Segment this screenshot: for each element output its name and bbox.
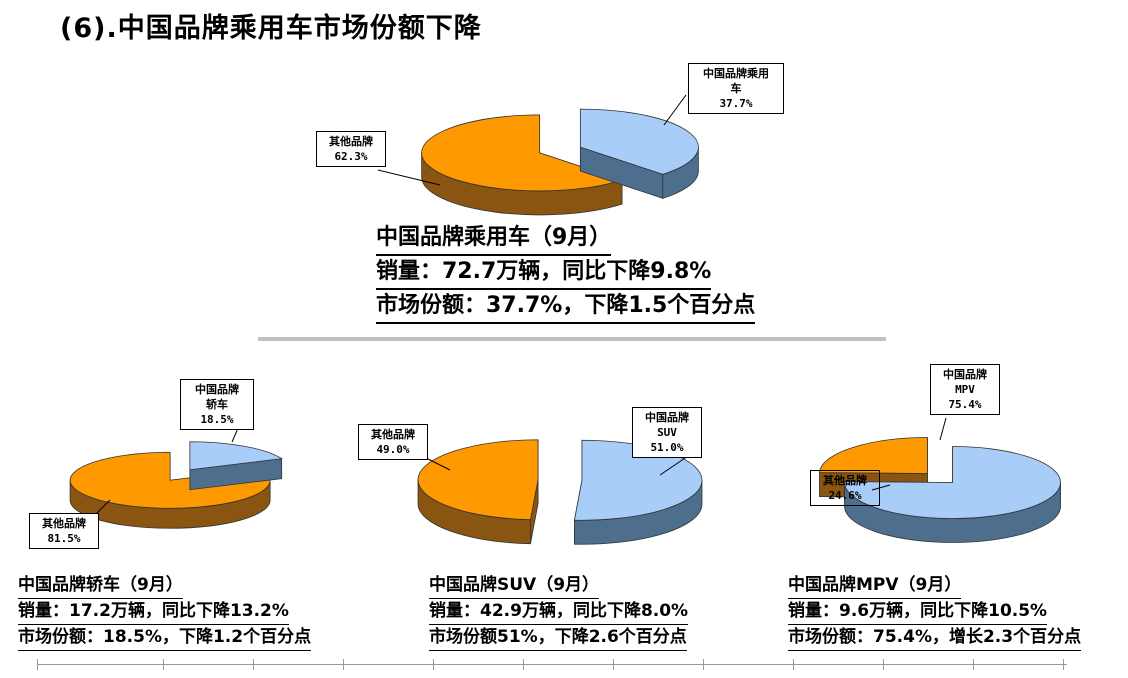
leader-line: [663, 94, 687, 126]
label-line: 其他品牌: [823, 474, 867, 487]
label-passenger-other: 其他品牌 62.3%: [316, 131, 386, 167]
slice-suv-other-top: [417, 439, 539, 521]
caption-title: 中国品牌SUV（9月）: [429, 573, 600, 599]
caption-suv: 中国品牌SUV（9月） 销量：42.9万辆，同比下降8.0% 市场份额51%，下…: [429, 573, 689, 651]
caption-sales: 销量：72.7万辆，同比下降9.8%: [376, 256, 712, 290]
label-line: 其他品牌: [42, 517, 86, 530]
caption-share: 市场份额：37.7%，下降1.5个百分点: [376, 290, 756, 324]
slice-mpv-china-top: [844, 446, 1061, 519]
label-line: 中国品牌乘用: [703, 67, 769, 80]
label-suv-other: 其他品牌 49.0%: [358, 424, 428, 460]
label-line: 车: [730, 82, 742, 95]
axis-tick: [883, 659, 884, 670]
caption-title: 中国品牌轿车（9月）: [18, 573, 183, 599]
label-value: 24.6%: [828, 489, 862, 502]
caption-title: 中国品牌MPV（9月）: [788, 573, 962, 599]
label-value: 51.0%: [650, 441, 684, 454]
label-value: 81.5%: [47, 532, 81, 545]
slice-mpv-other-top: [819, 437, 928, 474]
caption-passenger: 中国品牌乘用车（9月） 销量：72.7万辆，同比下降9.8% 市场份额：37.7…: [376, 222, 756, 324]
slice-sedan-other-top: [69, 451, 271, 509]
leader-line: [939, 417, 947, 441]
label-value: 18.5%: [200, 413, 234, 426]
axis-tick: [253, 659, 254, 670]
slice-mpv-china: [844, 446, 1061, 543]
label-passenger-china: 中国品牌乘用 车 37.7%: [688, 63, 784, 114]
caption-sedan: 中国品牌轿车（9月） 销量：17.2万辆，同比下降13.2% 市场份额：18.5…: [18, 573, 312, 651]
axis-tick: [973, 659, 974, 670]
bottom-axis-line: [37, 664, 1067, 665]
slice-passenger-other: [421, 114, 624, 216]
label-line: SUV: [657, 426, 677, 439]
axis-tick: [703, 659, 704, 670]
caption-sales: 销量：42.9万辆，同比下降8.0%: [429, 599, 689, 625]
caption-sales: 销量：17.2万辆，同比下降13.2%: [18, 599, 289, 625]
axis-tick: [163, 659, 164, 670]
axis-tick: [343, 659, 344, 670]
divider: [258, 337, 886, 341]
label-sedan-china: 中国品牌 轿车 18.5%: [180, 379, 254, 430]
leader-line: [871, 484, 891, 491]
axis-tick: [523, 659, 524, 670]
label-value: 62.3%: [334, 150, 368, 163]
label-line: 其他品牌: [371, 428, 415, 441]
caption-share: 市场份额：75.4%，增长2.3个百分点: [788, 625, 1082, 651]
caption-share: 市场份额：18.5%，下降1.2个百分点: [18, 625, 312, 651]
axis-tick: [37, 659, 38, 670]
label-line: 轿车: [206, 398, 228, 411]
label-line: MPV: [955, 383, 975, 396]
slice-suv-china: [573, 439, 703, 545]
axis-tick: [613, 659, 614, 670]
axis-tick: [433, 659, 434, 670]
axis-tick: [793, 659, 794, 670]
label-suv-china: 中国品牌 SUV 51.0%: [632, 407, 702, 458]
slice-passenger-china-top: [579, 108, 699, 175]
label-line: 中国品牌: [195, 383, 239, 396]
caption-share: 市场份额51%，下降2.6个百分点: [429, 625, 687, 651]
slice-passenger-other-top: [421, 114, 624, 192]
caption-sales: 销量：9.6万辆，同比下降10.5%: [788, 599, 1048, 625]
label-sedan-other: 其他品牌 81.5%: [29, 513, 99, 549]
slice-passenger-china: [579, 108, 699, 199]
label-line: 其他品牌: [329, 135, 373, 148]
slice-sedan-china: [189, 441, 283, 491]
slice-sedan-china-top: [189, 441, 283, 471]
caption-mpv: 中国品牌MPV（9月） 销量：9.6万辆，同比下降10.5% 市场份额：75.4…: [788, 573, 1082, 651]
leader-line: [377, 169, 441, 186]
label-line: 中国品牌: [645, 411, 689, 424]
label-value: 37.7%: [719, 97, 753, 110]
caption-title: 中国品牌乘用车（9月）: [376, 222, 612, 256]
label-line: 中国品牌: [943, 368, 987, 381]
slice-suv-other: [417, 439, 539, 545]
label-mpv-other: 其他品牌 24.6%: [810, 470, 880, 506]
axis-tick: [1063, 659, 1064, 670]
label-value: 49.0%: [376, 443, 410, 456]
label-mpv-china: 中国品牌 MPV 75.4%: [930, 364, 1000, 415]
label-value: 75.4%: [948, 398, 982, 411]
page-title: (6).中国品牌乘用车市场份额下降: [60, 13, 482, 44]
